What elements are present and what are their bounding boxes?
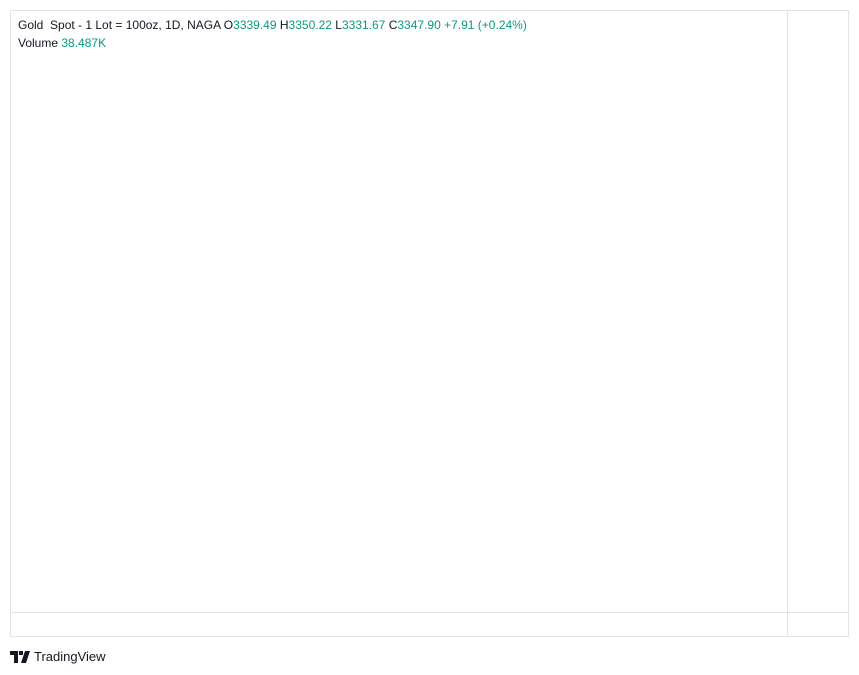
brand-name: TradingView (34, 649, 106, 664)
ohlc-value: 3331.67 (341, 18, 386, 32)
ohlc-key: H (279, 18, 289, 32)
ohlc-value: 3339.49 (233, 18, 277, 32)
ohlc-key: C (388, 18, 398, 32)
branding: TradingView (10, 649, 106, 664)
volume-value: 38.487K (61, 36, 107, 50)
ohlc-value: 3347.90 (397, 18, 441, 32)
frame (10, 10, 849, 637)
symbol-title: Gold Spot - 1 Lot = 100oz, 1D, NAGA (18, 18, 221, 32)
logo (10, 650, 30, 663)
ohlc-key: O (223, 18, 234, 32)
legend-ohlc: Gold Spot - 1 Lot = 100oz, 1D, NAGA O333… (18, 16, 527, 34)
legend: Gold Spot - 1 Lot = 100oz, 1D, NAGA O333… (18, 16, 527, 52)
legend-volume: Volume 38.487K (18, 34, 527, 52)
ohlc-value: 3350.22 (288, 18, 332, 32)
change: +7.91 (+0.24%) (444, 18, 527, 32)
volume-name: Volume (18, 36, 59, 50)
chart (10, 10, 849, 637)
ohlc-key: L (335, 18, 342, 32)
